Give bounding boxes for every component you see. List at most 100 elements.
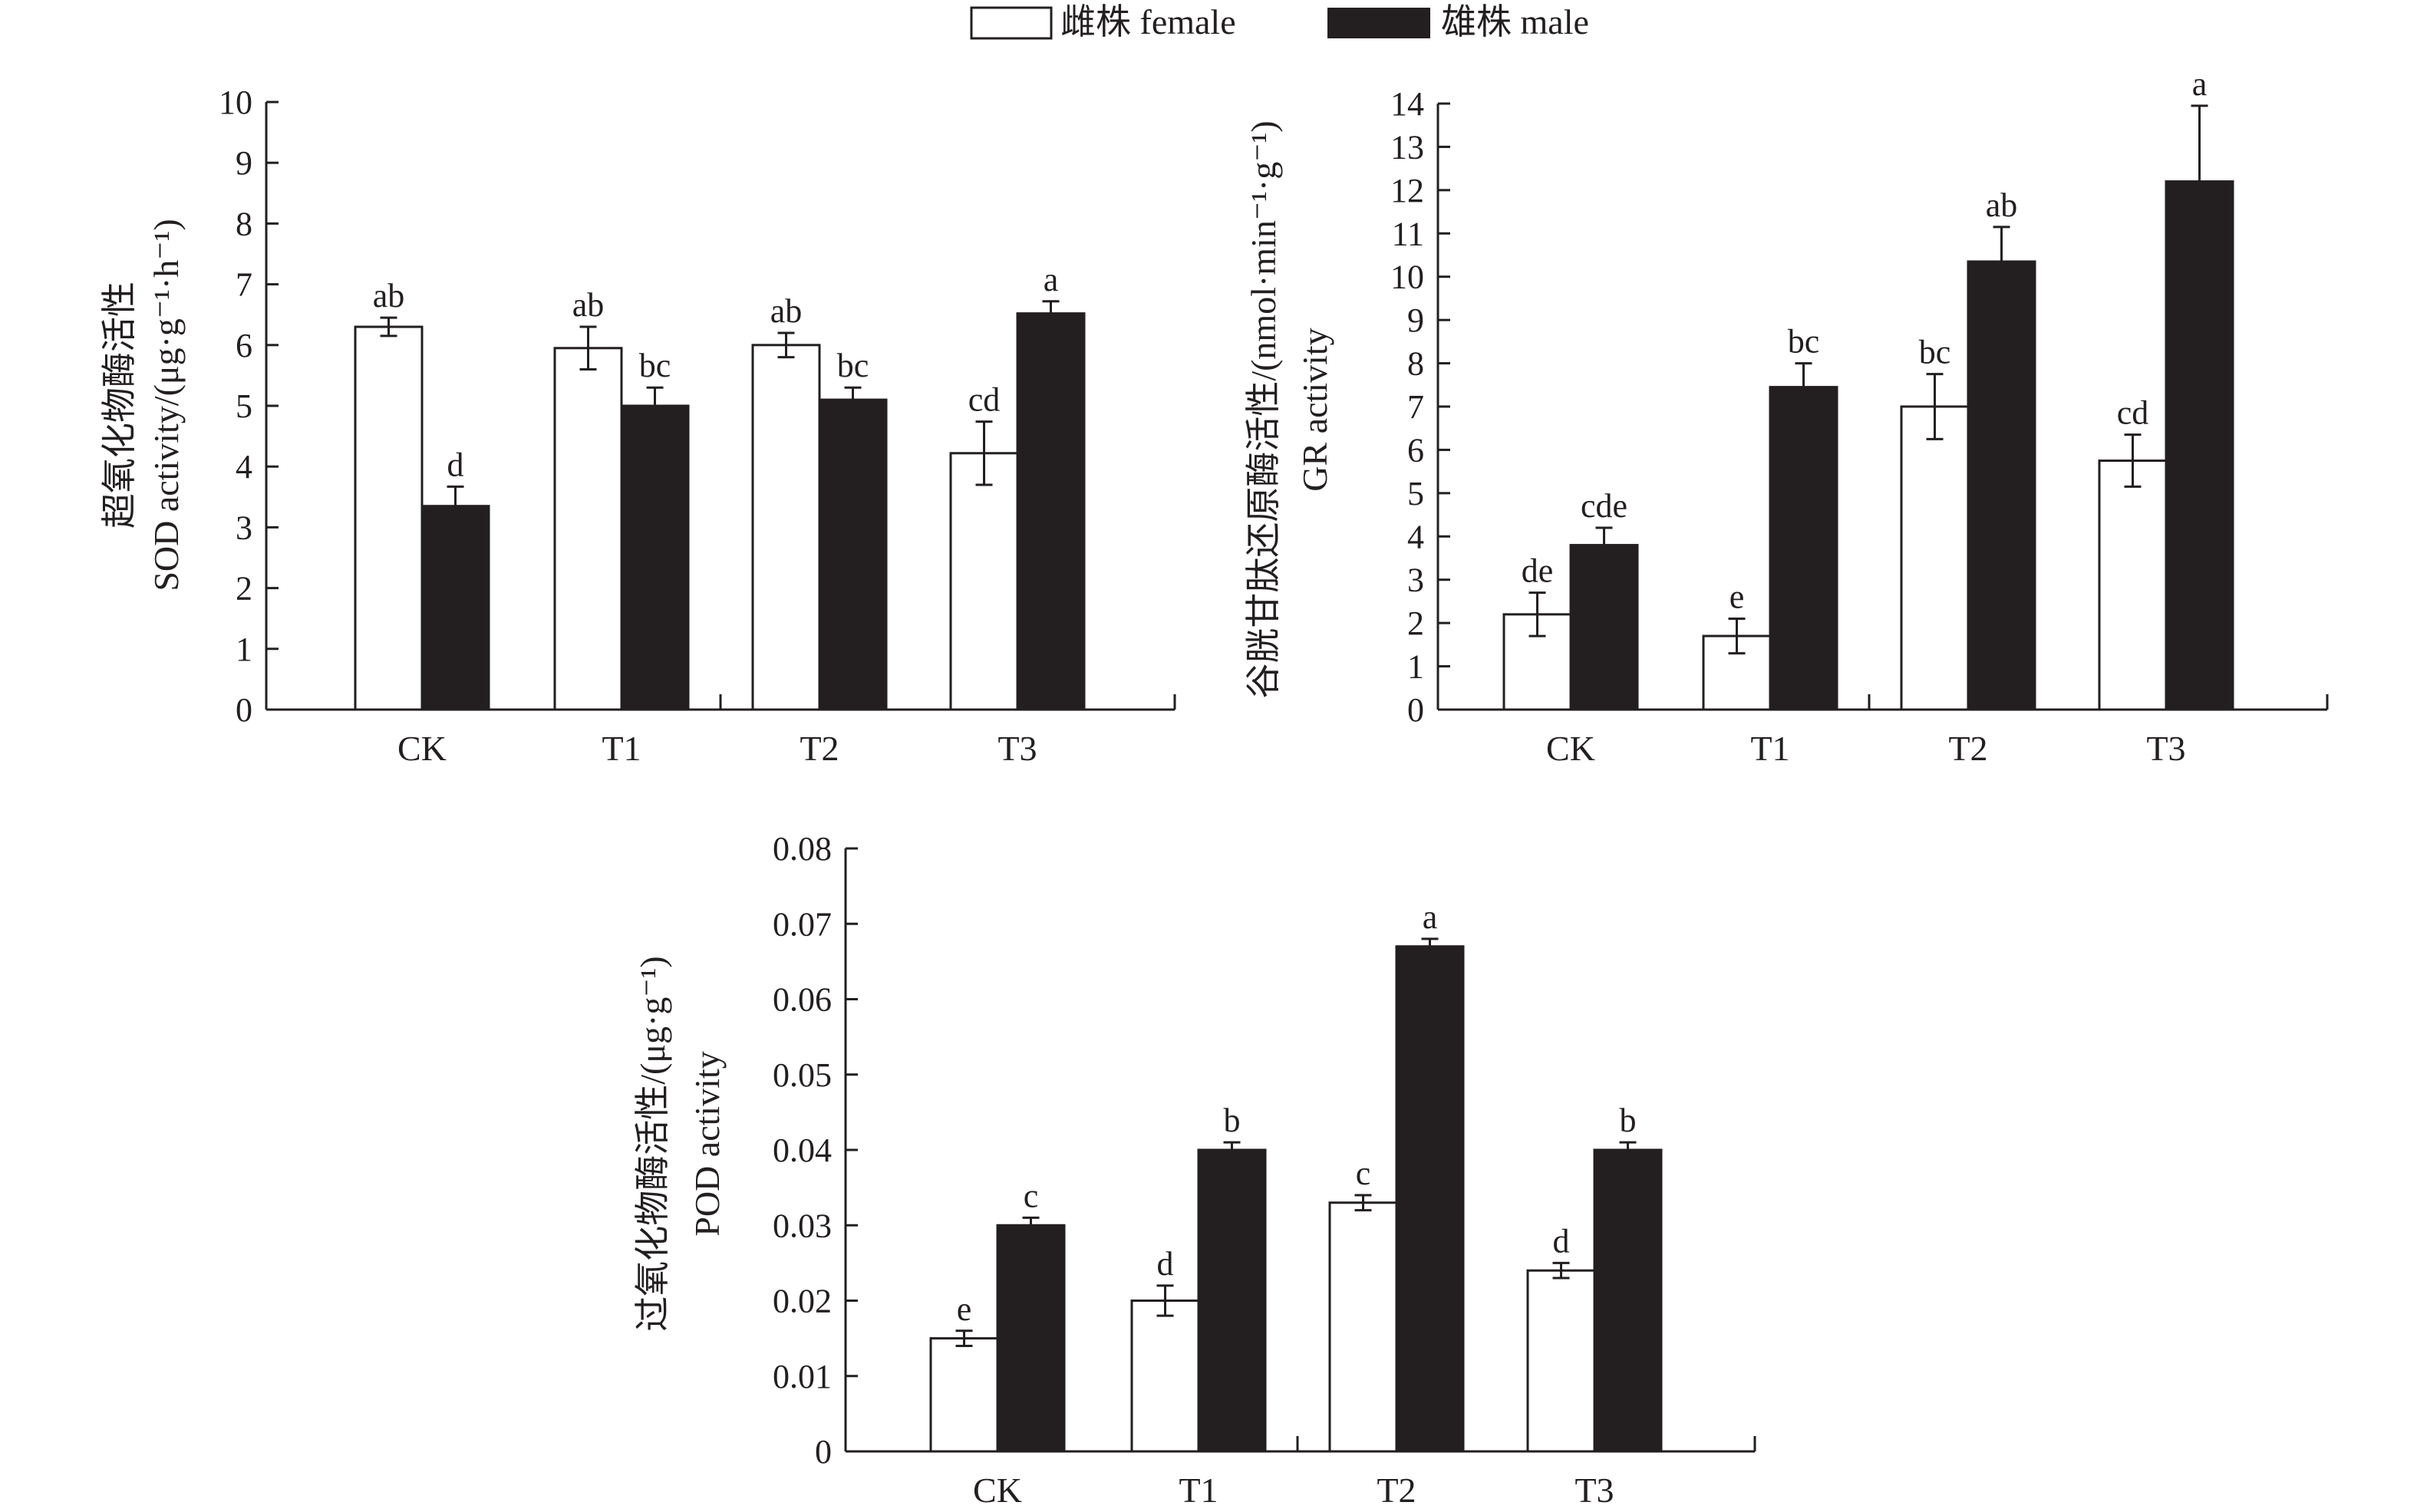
y-tick-label: 3 (236, 509, 252, 546)
error-bar (2191, 104, 2208, 182)
error-bar (1042, 300, 1060, 314)
error-bar (1354, 1194, 1372, 1212)
error-bar (1619, 1141, 1637, 1150)
significance-letter: ab (572, 286, 605, 324)
y-tick-label: 1 (1407, 648, 1424, 686)
error-bar (1926, 373, 1944, 440)
significance-letter: d (1157, 1245, 1174, 1283)
significance-letter: a (1044, 261, 1059, 298)
y-axis-label: POD activity (688, 1051, 727, 1236)
error-bar (1421, 937, 1439, 947)
significance-letter: a (2192, 65, 2208, 103)
y-tick-label: 1 (236, 631, 252, 668)
bar-female (949, 452, 1019, 711)
y-tick-label: 5 (236, 387, 252, 425)
significance-letter: c (1024, 1177, 1039, 1214)
error-bar (1223, 1141, 1241, 1150)
significance-letter: d (1553, 1222, 1570, 1260)
y-tick-label: 7 (236, 266, 252, 304)
y-tick-label: 4 (1407, 518, 1424, 555)
bar-male (818, 398, 888, 711)
y-tick-label: 9 (1407, 301, 1424, 339)
bar-male (996, 1224, 1066, 1453)
significance-letter: bc (1788, 323, 1820, 361)
bar-male (1395, 945, 1465, 1453)
x-tick-label: T2 (1948, 729, 1987, 768)
significance-letter: ab (1986, 186, 2018, 224)
error-bar (2124, 433, 2142, 488)
y-tick-label: 0.08 (773, 830, 832, 868)
error-bar (1728, 618, 1746, 655)
significance-letter: e (957, 1290, 972, 1328)
error-bar (646, 386, 664, 406)
y-tick-label: 0.01 (773, 1358, 832, 1395)
bar-male (1967, 260, 2036, 711)
y-tick-label: 5 (1407, 475, 1424, 512)
legend: 雌株 female 雄株 male (970, 2, 1589, 41)
error-bar (1552, 1261, 1570, 1280)
y-tick-label: 8 (236, 205, 252, 242)
error-bar (380, 316, 397, 338)
x-tick-label: T2 (800, 729, 839, 768)
error-bar (777, 331, 795, 359)
y-tick-label: 11 (1392, 215, 1424, 252)
bar-female (751, 344, 821, 711)
y-tick-label: 10 (219, 84, 252, 121)
y-tick-label: 0.03 (773, 1207, 832, 1244)
bar-female (354, 325, 424, 711)
y-axis-label: 谷胱甘肽还原酶活性/(nmol·min⁻¹·g⁻¹) (1244, 120, 1283, 698)
significance-letter: a (1423, 898, 1438, 936)
y-tick-label: 0.05 (773, 1056, 832, 1094)
bar-male (620, 404, 690, 711)
y-tick-label: 4 (236, 448, 252, 486)
bar-female (1328, 1201, 1398, 1453)
significance-letter: ab (373, 277, 405, 315)
bar-female (553, 347, 623, 711)
error-bar (1595, 526, 1613, 545)
bar-male (1769, 386, 1838, 711)
significance-letter: bc (1919, 334, 1951, 371)
bar-male (1197, 1148, 1267, 1453)
bar-female (929, 1337, 999, 1453)
bar-female (1900, 405, 1970, 711)
y-tick-label: 6 (1407, 431, 1424, 469)
bar-male (420, 505, 490, 711)
significance-letter: b (1224, 1102, 1241, 1139)
chart-3: 0 0.01 0.02 0.03 0.04 0.05 0.06 0.07 0.08 CK T1 T2 T… (633, 830, 1756, 1510)
y-axis-label: 过氧化物酶活性/(μg·g⁻¹) (633, 956, 672, 1331)
error-bar (1022, 1216, 1040, 1226)
error-bar (955, 1329, 973, 1347)
error-bar (844, 386, 862, 400)
y-tick-label: 0 (815, 1433, 832, 1471)
error-bar (1156, 1284, 1174, 1317)
y-tick-label: 0 (236, 691, 252, 729)
significance-letter: e (1729, 578, 1745, 616)
y-tick-label: 2 (1407, 604, 1424, 642)
y-tick-label: 7 (1407, 388, 1424, 426)
y-tick-label: 2 (236, 570, 252, 608)
significance-letter: bc (837, 347, 869, 384)
significance-letter: ab (770, 292, 803, 330)
x-tick-label: T1 (1750, 729, 1789, 768)
bar-male (2165, 180, 2234, 711)
bar-female (2098, 460, 2168, 711)
significance-letter: cde (1581, 487, 1627, 525)
y-tick-label: 12 (1390, 172, 1424, 209)
bar-female (1130, 1300, 1200, 1453)
x-tick-label: T3 (1575, 1471, 1614, 1510)
error-bar (447, 485, 464, 506)
x-tick-label: T3 (997, 729, 1037, 768)
x-tick-label: CK (973, 1471, 1022, 1510)
legend-swatch-female (970, 6, 1053, 40)
error-bar (1528, 591, 1546, 637)
y-tick-label: 0.02 (773, 1283, 832, 1320)
error-bar (1795, 362, 1812, 387)
y-tick-label: 0.04 (773, 1132, 832, 1169)
y-tick-label: 0.07 (773, 905, 832, 943)
y-tick-label: 0 (1407, 691, 1424, 729)
y-axis-label: SOD activity/(μg·g⁻¹·h⁻¹) (147, 219, 186, 591)
significance-letter: b (1620, 1102, 1637, 1139)
y-axis-label: GR activity (1295, 328, 1334, 491)
error-bar (579, 325, 597, 371)
y-tick-label: 13 (1390, 128, 1424, 166)
